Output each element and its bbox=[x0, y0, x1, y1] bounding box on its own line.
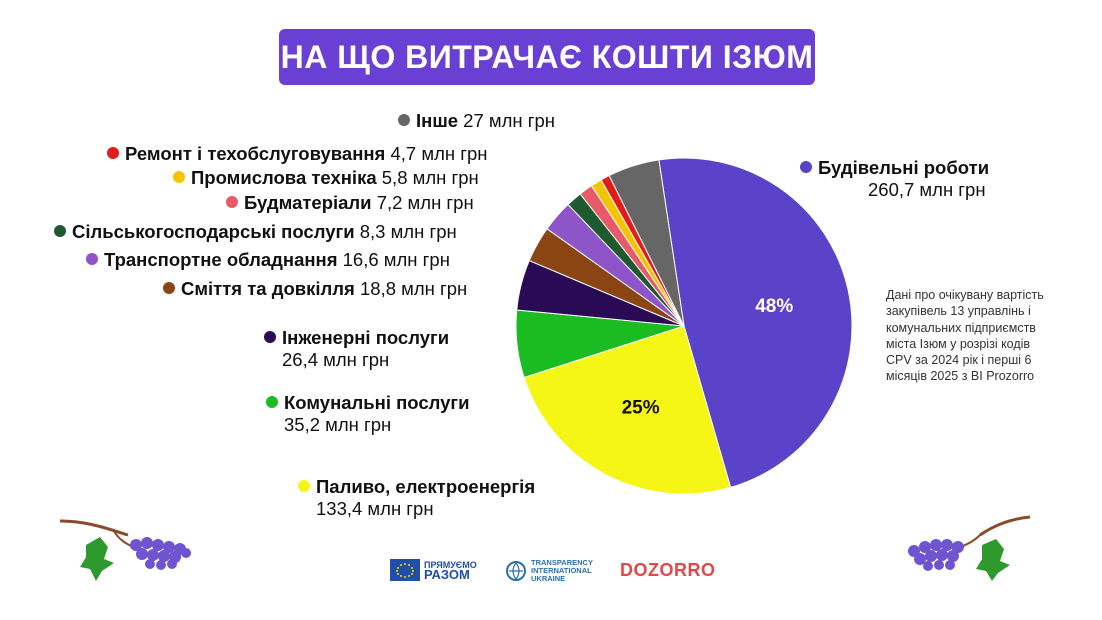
legend-dot bbox=[266, 396, 278, 408]
legend-value: 260,7 млн грн bbox=[868, 179, 986, 200]
legend-item-other: Інше 27 млн грн bbox=[398, 110, 555, 132]
legend-dot bbox=[107, 147, 119, 159]
legend-name: Паливо, електроенергія bbox=[316, 476, 536, 497]
legend-dot bbox=[264, 331, 276, 343]
legend-dot bbox=[86, 253, 98, 265]
legend-name: Ремонт і техобслуговування bbox=[125, 143, 386, 164]
eu-logo: ПРЯМУЄМО РАЗОМ bbox=[390, 559, 480, 581]
legend-dot bbox=[298, 480, 310, 492]
eu-logo-line2: РАЗОМ bbox=[424, 566, 470, 582]
legend-item-waste: Сміття та довкілля 18,8 млн грн bbox=[163, 278, 467, 300]
legend-dot bbox=[173, 171, 185, 183]
legend-name: Інженерні послуги bbox=[282, 327, 450, 348]
legend-name: Комунальні послуги bbox=[284, 392, 470, 413]
legend-item-construction: Будівельні роботи 260,7 млн грн bbox=[800, 157, 989, 201]
legend-name: Інше bbox=[416, 110, 459, 131]
legend-value: 7,2 млн грн bbox=[376, 192, 474, 213]
eu-logo-line1: ПРЯМУЄМО bbox=[424, 559, 477, 570]
legend-item-transport: Транспортне обладнання 16,6 млн грн bbox=[86, 249, 450, 271]
legend-value: 18,8 млн грн bbox=[360, 278, 468, 299]
legend-item-materials: Будматеріали 7,2 млн грн bbox=[226, 192, 474, 214]
legend-dot bbox=[800, 161, 812, 173]
legend-value: 8,3 млн грн bbox=[359, 221, 457, 242]
legend-name: Сміття та довкілля bbox=[181, 278, 355, 299]
legend-dot bbox=[54, 225, 66, 237]
legend-value: 133,4 млн грн bbox=[316, 498, 434, 519]
legend-dot bbox=[226, 196, 238, 208]
legend-name: Сільськогосподарські послуги bbox=[72, 221, 355, 242]
legend-name: Будматеріали bbox=[244, 192, 372, 213]
pie-slice-percent-label: 25% bbox=[622, 398, 660, 419]
legend-name: Будівельні роботи bbox=[818, 157, 990, 178]
legend-item-agriculture: Сільськогосподарські послуги 8,3 млн грн bbox=[54, 221, 457, 243]
grape-right-icon bbox=[908, 515, 1031, 581]
ti-logo-line2: INTERNATIONAL bbox=[531, 566, 592, 575]
legend-name: Транспортне обладнання bbox=[104, 249, 338, 270]
legend-dot bbox=[163, 282, 175, 294]
legend-name: Промислова техніка bbox=[191, 167, 377, 188]
legend-value: 26,4 млн грн bbox=[282, 349, 390, 370]
pie-slice bbox=[523, 325, 732, 495]
source-note: Дані про очікувану вартість закупівель 1… bbox=[886, 288, 1044, 384]
page-title: НА ЩО ВИТРАЧАЄ КОШТИ ІЗЮМ bbox=[280, 38, 814, 75]
dozorro-logo: DOZORRO bbox=[620, 560, 716, 580]
legend-dot bbox=[398, 114, 410, 126]
legend-item-repair: Ремонт і техобслуговування 4,7 млн грн bbox=[107, 143, 487, 165]
legend-item-engineering: Інженерні послуги 26,4 млн грн bbox=[264, 327, 449, 371]
legend-value: 16,6 млн грн bbox=[342, 249, 450, 270]
legend-value: 27 млн грн bbox=[463, 110, 556, 131]
ti-globe-icon bbox=[506, 561, 526, 581]
pie-slice-percent-label: 48% bbox=[755, 296, 793, 317]
grape-left-icon bbox=[59, 519, 191, 581]
legend-item-machinery: Промислова техніка 5,8 млн грн bbox=[173, 167, 479, 189]
legend-item-utilities: Комунальні послуги 35,2 млн грн bbox=[266, 392, 470, 436]
ti-logo-line1: TRANSPARENCY bbox=[531, 558, 593, 567]
title-banner: НА ЩО ВИТРАЧАЄ КОШТИ ІЗЮМ bbox=[279, 29, 815, 85]
legend-value: 4,7 млн грн bbox=[390, 143, 488, 164]
pie-slice bbox=[608, 159, 685, 327]
ti-logo: TRANSPARENCY INTERNATIONAL UKRAINE bbox=[505, 557, 600, 585]
legend-value: 35,2 млн грн bbox=[284, 414, 392, 435]
legend-item-fuel: Паливо, електроенергія 133,4 млн грн bbox=[298, 476, 535, 520]
eu-flag-icon bbox=[390, 559, 420, 581]
ti-logo-line3: UKRAINE bbox=[531, 574, 566, 583]
legend-value: 5,8 млн грн bbox=[381, 167, 479, 188]
